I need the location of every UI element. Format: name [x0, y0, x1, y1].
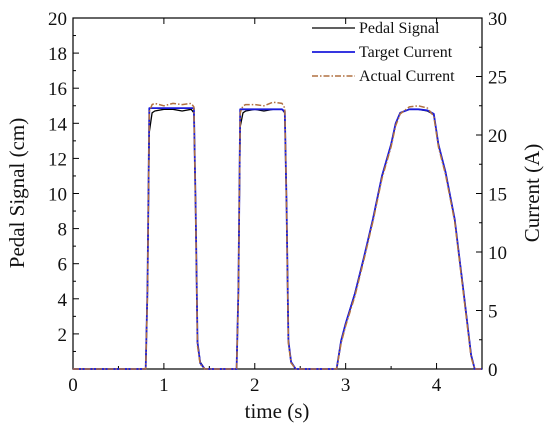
y-right-tick-label: 10 [488, 243, 507, 264]
y-right-tick-label: 15 [488, 185, 507, 206]
y-left-tick-label: 8 [58, 220, 68, 241]
y-axis-title-left: Pedal Signal (cm) [5, 118, 29, 268]
legend-label-target-current: Target Current [359, 44, 453, 61]
y-left-tick-label: 14 [48, 114, 68, 135]
series-line-actual-current [73, 101, 482, 370]
x-tick-label: 4 [432, 375, 442, 396]
y-right-tick-label: 20 [488, 126, 507, 147]
y-right-tick-label: 30 [488, 9, 507, 30]
legend-label-pedal-signal: Pedal Signal [359, 20, 440, 37]
y-left-tick-label: 12 [48, 149, 67, 170]
y-left-tick-label: 16 [48, 79, 67, 100]
y-left-tick-label: 6 [58, 255, 68, 276]
series-line-target-current [73, 107, 482, 370]
y-right-tick-label: 5 [488, 302, 498, 323]
y-axis-title-right: Current (A) [520, 144, 544, 243]
y-right-tick-label: 0 [488, 360, 498, 381]
y-left-tick-label: 10 [48, 185, 67, 206]
x-tick-label: 1 [159, 375, 169, 396]
legend: Pedal Signal Target Current Actual Curre… [312, 20, 455, 85]
y-left-tick-label: 4 [58, 290, 68, 311]
x-tick-label: 2 [250, 375, 260, 396]
x-axis-title: time (s) [245, 399, 310, 423]
x-tick-label: 3 [341, 375, 351, 396]
y-left-tick-label: 18 [48, 44, 67, 65]
y-right-tick-label: 25 [488, 68, 507, 89]
series-group [73, 101, 482, 370]
legend-label-actual-current: Actual Current [359, 68, 455, 85]
series-line-pedal-signal [73, 108, 482, 370]
y-left-tick-label: 2 [58, 325, 68, 346]
y-left-tick-label: 20 [48, 9, 67, 30]
x-tick-label: 0 [68, 375, 78, 396]
